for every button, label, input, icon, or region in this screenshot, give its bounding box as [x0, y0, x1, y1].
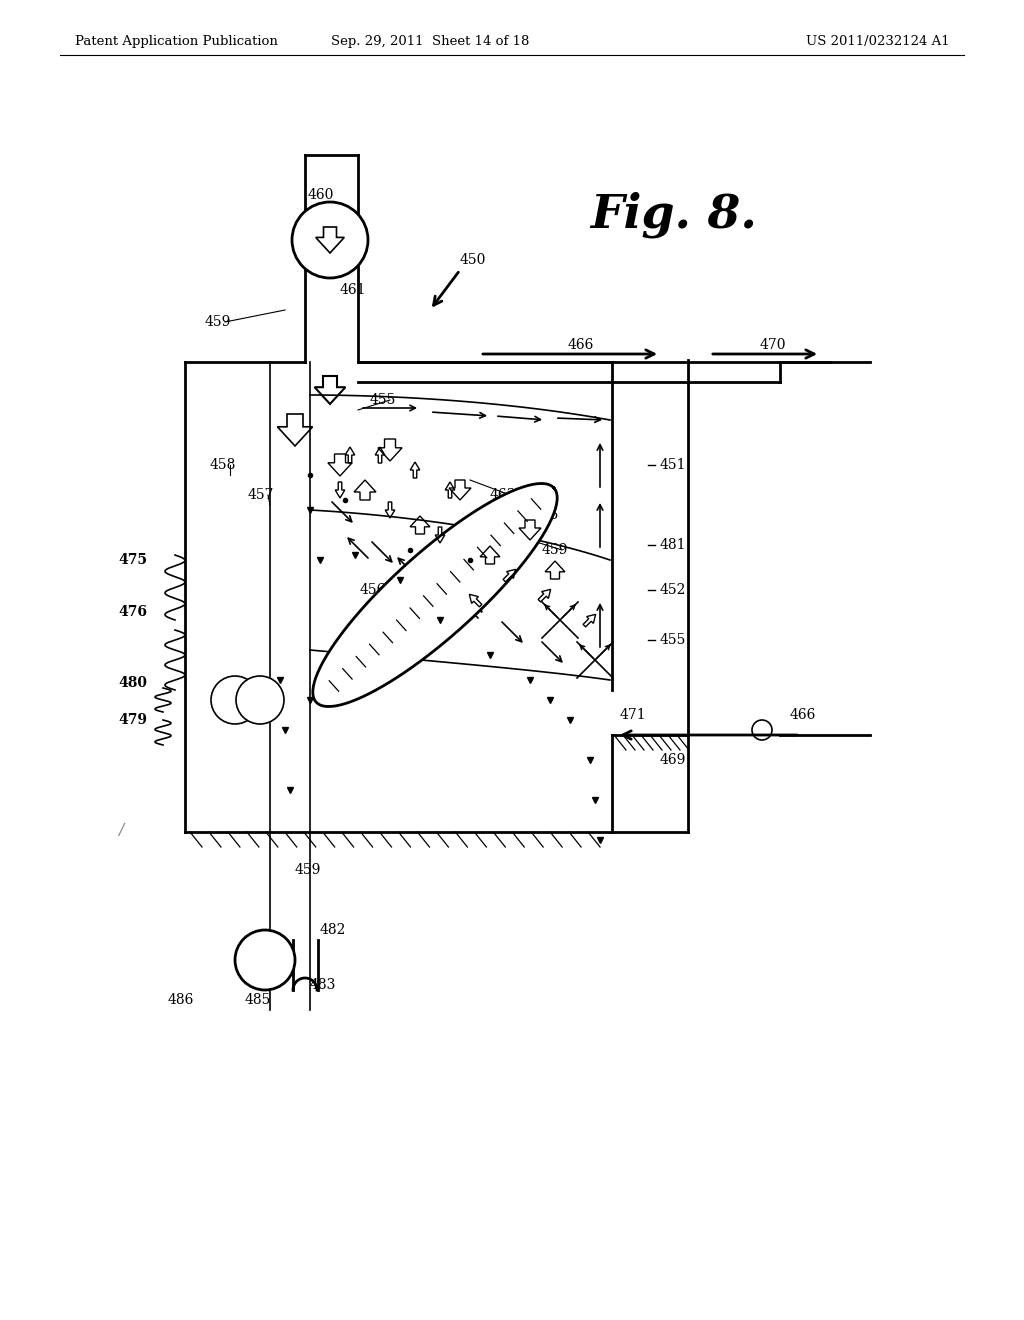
Text: 456: 456 — [360, 583, 386, 597]
Text: 460: 460 — [308, 187, 335, 202]
Text: 459: 459 — [205, 315, 231, 329]
Circle shape — [236, 676, 284, 723]
Text: 466: 466 — [568, 338, 594, 352]
Text: 470: 470 — [760, 338, 786, 352]
Text: 479: 479 — [118, 713, 147, 727]
Text: Fig. 8.: Fig. 8. — [590, 191, 757, 238]
Text: 451: 451 — [660, 458, 686, 473]
Text: 469: 469 — [660, 752, 686, 767]
Text: 483: 483 — [310, 978, 336, 993]
Text: 476: 476 — [118, 605, 147, 619]
Circle shape — [234, 931, 295, 990]
Text: 452: 452 — [660, 583, 686, 597]
Text: 475: 475 — [118, 553, 147, 568]
Text: 450: 450 — [460, 253, 486, 267]
Text: 458: 458 — [210, 458, 237, 473]
Circle shape — [292, 202, 368, 279]
Text: 455: 455 — [660, 634, 686, 647]
Text: 459: 459 — [295, 863, 322, 876]
Text: 461: 461 — [340, 282, 367, 297]
Text: 485: 485 — [245, 993, 271, 1007]
Text: 455: 455 — [534, 508, 559, 521]
Text: 459: 459 — [542, 543, 568, 557]
Text: 455: 455 — [370, 393, 396, 407]
Text: 457: 457 — [248, 488, 274, 502]
Text: 480: 480 — [118, 676, 147, 690]
Text: /: / — [118, 822, 123, 837]
Text: Sep. 29, 2011  Sheet 14 of 18: Sep. 29, 2011 Sheet 14 of 18 — [331, 36, 529, 49]
Text: 471: 471 — [620, 708, 646, 722]
Text: US 2011/0232124 A1: US 2011/0232124 A1 — [806, 36, 950, 49]
Text: 481: 481 — [660, 539, 686, 552]
Text: 466: 466 — [790, 708, 816, 722]
Text: Patent Application Publication: Patent Application Publication — [75, 36, 278, 49]
Text: 482: 482 — [319, 923, 346, 937]
Text: 486: 486 — [168, 993, 195, 1007]
Circle shape — [211, 676, 259, 723]
Text: 463: 463 — [490, 488, 516, 502]
Polygon shape — [312, 483, 557, 706]
